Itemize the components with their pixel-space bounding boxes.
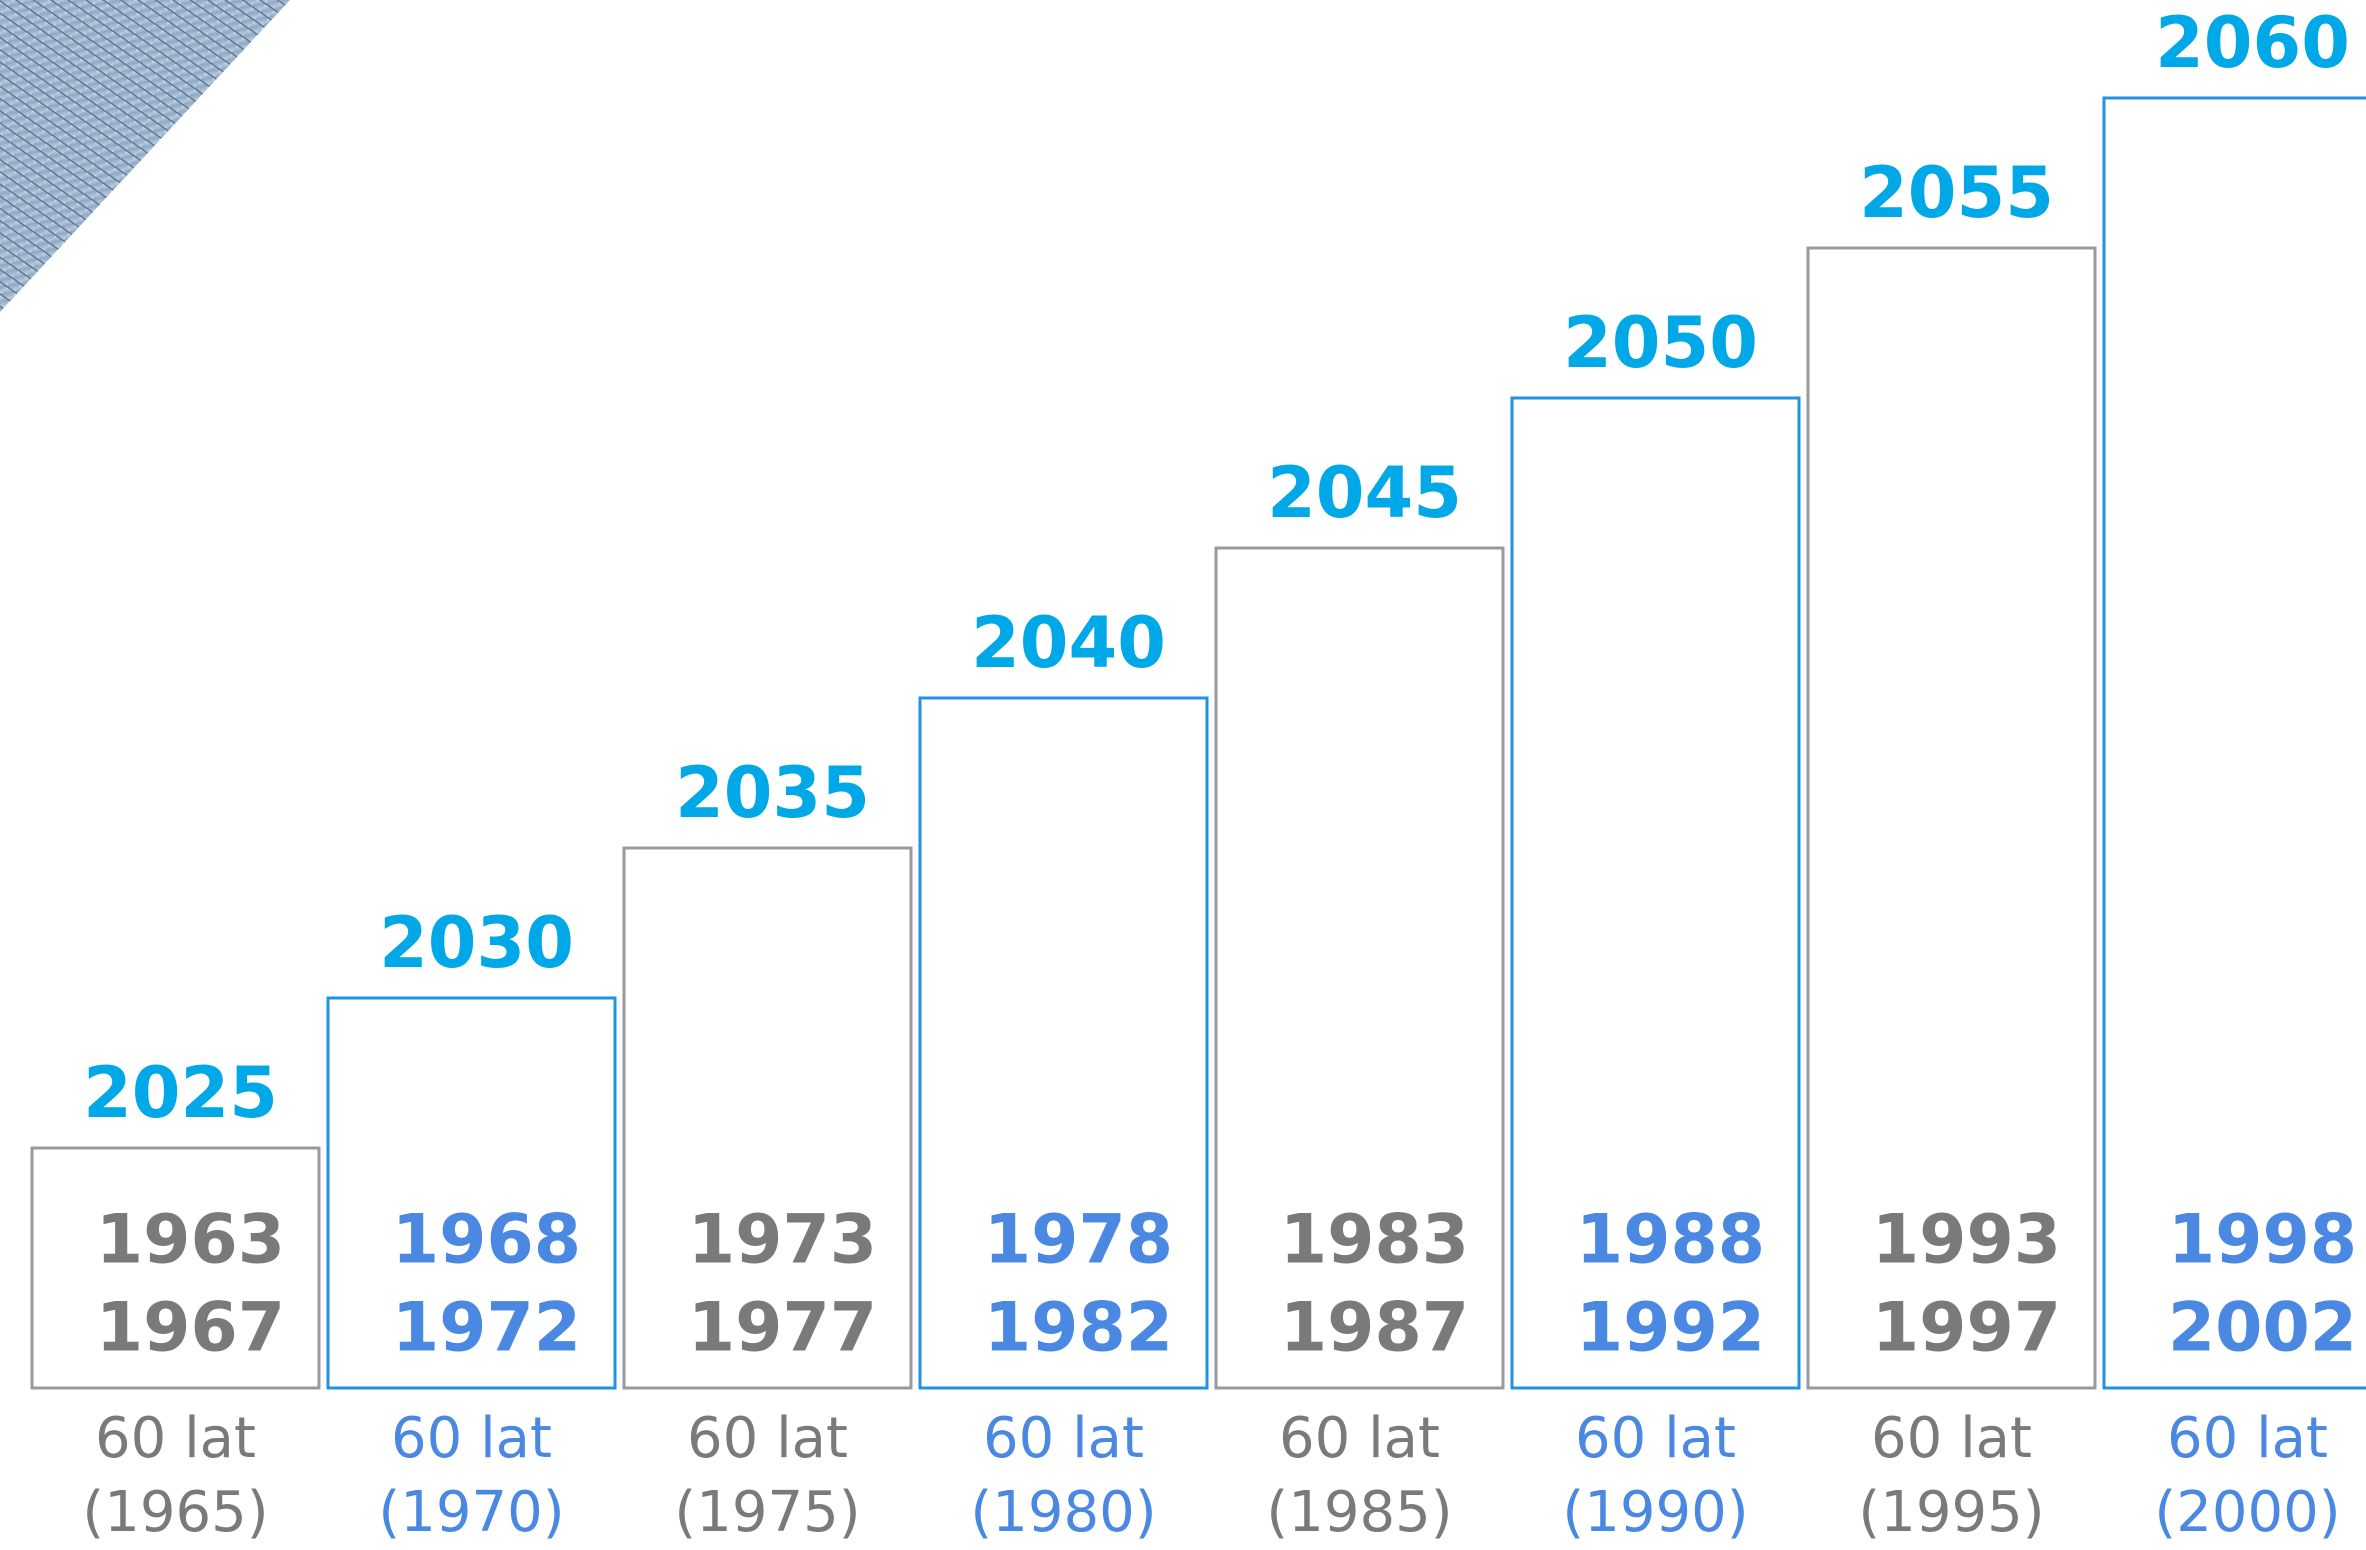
birth-year: 1987 <box>1280 1289 1469 1368</box>
birth-year: 1983 <box>1280 1201 1469 1280</box>
building-photo <box>0 0 290 312</box>
bar <box>2104 98 2366 1388</box>
age-label: 60 lat <box>687 1406 848 1471</box>
birth-year: 2002 <box>2168 1289 2357 1368</box>
birth-year: 1992 <box>1576 1289 1765 1368</box>
bar-value-label: 2035 <box>675 752 870 834</box>
age-label: (1980) <box>970 1480 1156 1545</box>
age-label: (1965) <box>82 1480 268 1545</box>
birth-year: 1998 <box>2168 1201 2357 1280</box>
page: 2025 1963 1967 60 lat (1965) 2030 1968 1972 60 l… <box>0 0 2366 1550</box>
birth-year: 1978 <box>984 1201 1173 1280</box>
age-label: (1975) <box>674 1480 860 1545</box>
bar-value-label: 2060 <box>2155 2 2350 84</box>
age-label: (1970) <box>378 1480 564 1545</box>
age-label: 60 lat <box>1279 1406 1440 1471</box>
birth-year: 1973 <box>688 1201 877 1280</box>
birth-year: 1997 <box>1872 1289 2061 1368</box>
age-label: 60 lat <box>2167 1406 2328 1471</box>
bar <box>920 698 1207 1388</box>
bar-value-label: 2030 <box>379 902 574 984</box>
chart: 2025 1963 1967 60 lat (1965) 2030 1968 1972 60 l… <box>0 0 2366 1550</box>
age-label: 60 lat <box>391 1406 552 1471</box>
age-label: 60 lat <box>95 1406 256 1471</box>
birth-year: 1988 <box>1576 1201 1765 1280</box>
birth-year: 1968 <box>392 1201 581 1280</box>
birth-year: 1967 <box>96 1289 285 1368</box>
birth-year: 1977 <box>688 1289 877 1368</box>
age-label: (1995) <box>1858 1480 2044 1545</box>
birth-year: 1993 <box>1872 1201 2061 1280</box>
age-label: (1985) <box>1266 1480 1452 1545</box>
age-label: 60 lat <box>983 1406 1144 1471</box>
birth-year: 1963 <box>96 1201 285 1280</box>
age-label: (1990) <box>1562 1480 1748 1545</box>
bar-value-label: 2055 <box>1859 152 2054 234</box>
bar-value-label: 2025 <box>83 1052 278 1134</box>
age-label: 60 lat <box>1575 1406 1736 1471</box>
bar-value-label: 2040 <box>971 602 1166 684</box>
birth-year: 1982 <box>984 1289 1173 1368</box>
bar-value-label: 2045 <box>1267 452 1462 534</box>
birth-year: 1972 <box>392 1289 581 1368</box>
age-label: 60 lat <box>1871 1406 2032 1471</box>
bar-value-label: 2050 <box>1563 302 1758 384</box>
age-label: (2000) <box>2154 1480 2340 1545</box>
